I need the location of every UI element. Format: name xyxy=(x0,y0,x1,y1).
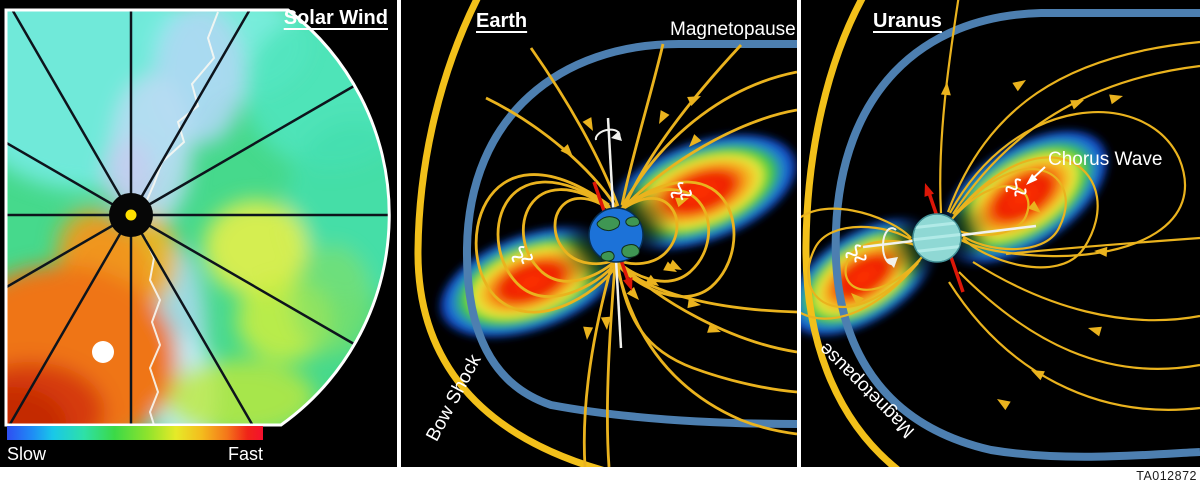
speed-colorbar xyxy=(7,426,263,440)
earth-magnetosphere-diagram xyxy=(414,0,797,467)
magnetopause-curve xyxy=(462,40,797,428)
uranus-magnetosphere-diagram xyxy=(801,0,1200,467)
magnetopause-label: Magnetopause xyxy=(670,19,796,40)
chorus-wave-label: Chorus Wave xyxy=(1048,149,1163,170)
sector-spokes xyxy=(6,10,389,425)
panel-uranus: Uranus Chorus Wave Magnetopause xyxy=(801,0,1200,467)
planet-position-marker-icon xyxy=(92,341,114,363)
panel-earth: Earth Magnetopause Bow Shock xyxy=(401,0,797,467)
figure-id: TA012872 xyxy=(1136,469,1197,483)
rotation-arrow-icon xyxy=(881,227,898,268)
sun-marker-icon xyxy=(109,193,153,237)
panel-title-uranus: Uranus xyxy=(873,10,942,32)
magnetopause-curve xyxy=(831,9,1200,461)
panel-title-earth: Earth xyxy=(476,10,528,32)
chorus-wave-squiggle-icon xyxy=(511,181,692,265)
map-outline xyxy=(4,8,391,427)
magnetic-field-lines xyxy=(801,0,1200,411)
panel-solar-wind: Solar Wind Slow Fast xyxy=(0,0,397,467)
uranus-globe xyxy=(912,213,962,263)
solar-wind-map xyxy=(4,8,391,440)
earth-globe xyxy=(588,207,644,263)
heliospheric-current-sheet-lower xyxy=(144,237,162,425)
solar-wind-speed-field xyxy=(6,10,390,425)
footer-strip: TA012872 xyxy=(0,467,1200,485)
rotation-arrow-icon xyxy=(594,128,622,141)
colorbar-slow-label: Slow xyxy=(7,444,47,464)
panel-title-solar-wind: Solar Wind xyxy=(283,7,388,29)
bow-shock-curve xyxy=(802,0,900,467)
chorus-wave-squiggle-icon xyxy=(845,178,1027,263)
colorbar-fast-label: Fast xyxy=(228,444,264,464)
chorus-pointer-icon xyxy=(1026,166,1046,185)
bow-shock-curve xyxy=(414,0,605,467)
